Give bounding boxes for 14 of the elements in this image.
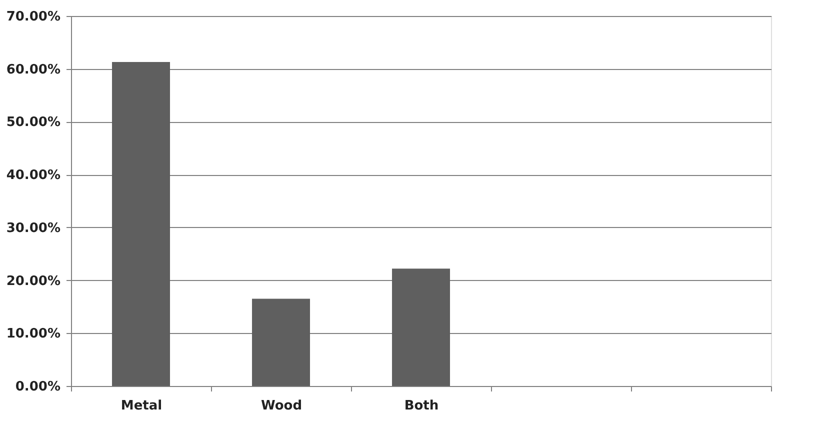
y-tick-label: 40.00% <box>6 168 60 184</box>
bar <box>252 298 310 386</box>
x-tick-label: Metal <box>120 398 162 414</box>
x-tick-label: Both <box>404 398 439 414</box>
bar <box>392 268 450 386</box>
y-tick-label: 60.00% <box>6 62 60 78</box>
bar <box>112 62 170 386</box>
y-tick-label: 30.00% <box>6 220 60 236</box>
y-tick-label: 20.00% <box>6 274 60 289</box>
y-tick-label: 0.00% <box>15 380 60 394</box>
x-tick-label: Wood <box>260 398 302 414</box>
y-tick-label: 70.00% <box>6 10 60 24</box>
y-tick-label: 10.00% <box>6 326 60 342</box>
y-tick-label: 50.00% <box>6 115 60 130</box>
